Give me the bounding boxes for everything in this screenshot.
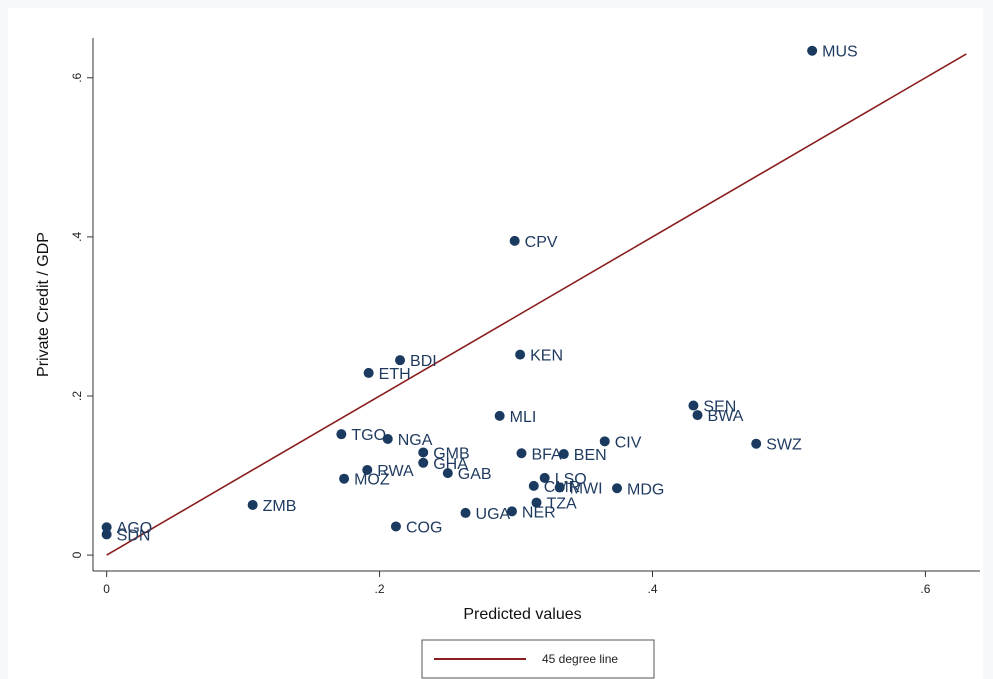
point-bfa: [516, 448, 527, 459]
x-tick-label: .4: [647, 582, 657, 596]
point-label-bdi: BDI: [410, 353, 437, 370]
point-ben: [558, 449, 569, 460]
point-label-ago: AGO: [117, 520, 153, 537]
chart-frame: 0 .2 .4 .6 0 .2 .4 .6 MUS CPV KEN BDI ETH SEN BWA MLI T…: [8, 8, 983, 679]
legend-label: 45 degree line: [542, 652, 618, 666]
point-mdg: [612, 483, 623, 494]
point-label-ben: BEN: [574, 447, 607, 464]
point-label-sen: SEN: [703, 399, 736, 416]
point-label-bfa: BFA: [531, 446, 562, 463]
point-label-rwa: RWA: [377, 463, 414, 480]
point-label-civ: CIV: [615, 434, 642, 451]
legend: 45 degree line: [421, 639, 655, 679]
y-tick-label: .4: [70, 232, 84, 242]
point-label-mus: MUS: [822, 44, 858, 61]
point-mli: [494, 410, 505, 421]
point-bwa: [692, 410, 703, 421]
y-tick-label: .6: [70, 72, 84, 82]
x-tick-label: .2: [375, 582, 385, 596]
x-tick-label: 0: [103, 582, 110, 596]
point-gmb: [418, 447, 429, 458]
y-tick-label: 0: [70, 551, 84, 558]
point-label-gha: GHA: [433, 456, 468, 473]
point-eth: [363, 367, 374, 378]
point-label-gmb: GMB: [433, 445, 469, 462]
y-tick-label: .2: [70, 391, 84, 401]
point-sdn: [101, 529, 112, 540]
point-label-uga: UGA: [476, 506, 511, 523]
point-label-mwi: MWI: [570, 480, 603, 497]
point-cog: [390, 521, 401, 532]
point-label-sdn: SDN: [117, 527, 151, 544]
point-mwi: [554, 482, 565, 493]
point-label-swz: SWZ: [766, 437, 802, 454]
point-label-cog: COG: [406, 519, 442, 536]
point-civ: [599, 436, 610, 447]
point-gab: [442, 468, 453, 479]
point-label-tza: TZA: [547, 496, 578, 513]
point-tgo: [336, 429, 347, 440]
axes-group: 0 .2 .4 .6 0 .2 .4 .6: [70, 38, 980, 596]
point-rwa: [362, 464, 373, 475]
point-label-mli: MLI: [510, 409, 537, 426]
point-tza: [531, 497, 542, 508]
point-uga: [460, 507, 471, 518]
point-cmr: [528, 480, 539, 491]
point-gha: [418, 457, 429, 468]
point-swz: [751, 438, 762, 449]
x-tick-label: .6: [920, 582, 930, 596]
point-bdi: [395, 355, 406, 366]
point-label-moz: MOZ: [354, 472, 390, 489]
point-label-bwa: BWA: [708, 408, 744, 425]
y-axis-title: Private Credit / GDP: [35, 232, 52, 377]
point-zmb: [247, 499, 258, 510]
x-axis-title: Predicted values: [463, 606, 581, 623]
point-label-zmb: ZMB: [263, 498, 297, 515]
point-nga: [382, 433, 393, 444]
point-label-cpv: CPV: [525, 234, 558, 251]
point-label-ner: NER: [522, 504, 556, 521]
point-moz: [339, 473, 350, 484]
point-label-gab: GAB: [458, 466, 492, 483]
point-cpv: [509, 235, 520, 246]
point-label-tgo: TGO: [351, 427, 386, 444]
point-label-mdg: MDG: [627, 481, 664, 498]
reference-line-group: [106, 53, 967, 556]
point-label-ken: KEN: [530, 348, 563, 365]
point-ago: [101, 522, 112, 533]
point-label-eth: ETH: [379, 366, 411, 383]
point-lso: [539, 472, 550, 483]
point-ner: [506, 506, 517, 517]
point-sen: [688, 400, 699, 411]
point-mus: [807, 45, 818, 56]
point-ken: [515, 349, 526, 360]
point-label-nga: NGA: [398, 432, 433, 449]
reference-line-45-degree: [106, 53, 967, 556]
